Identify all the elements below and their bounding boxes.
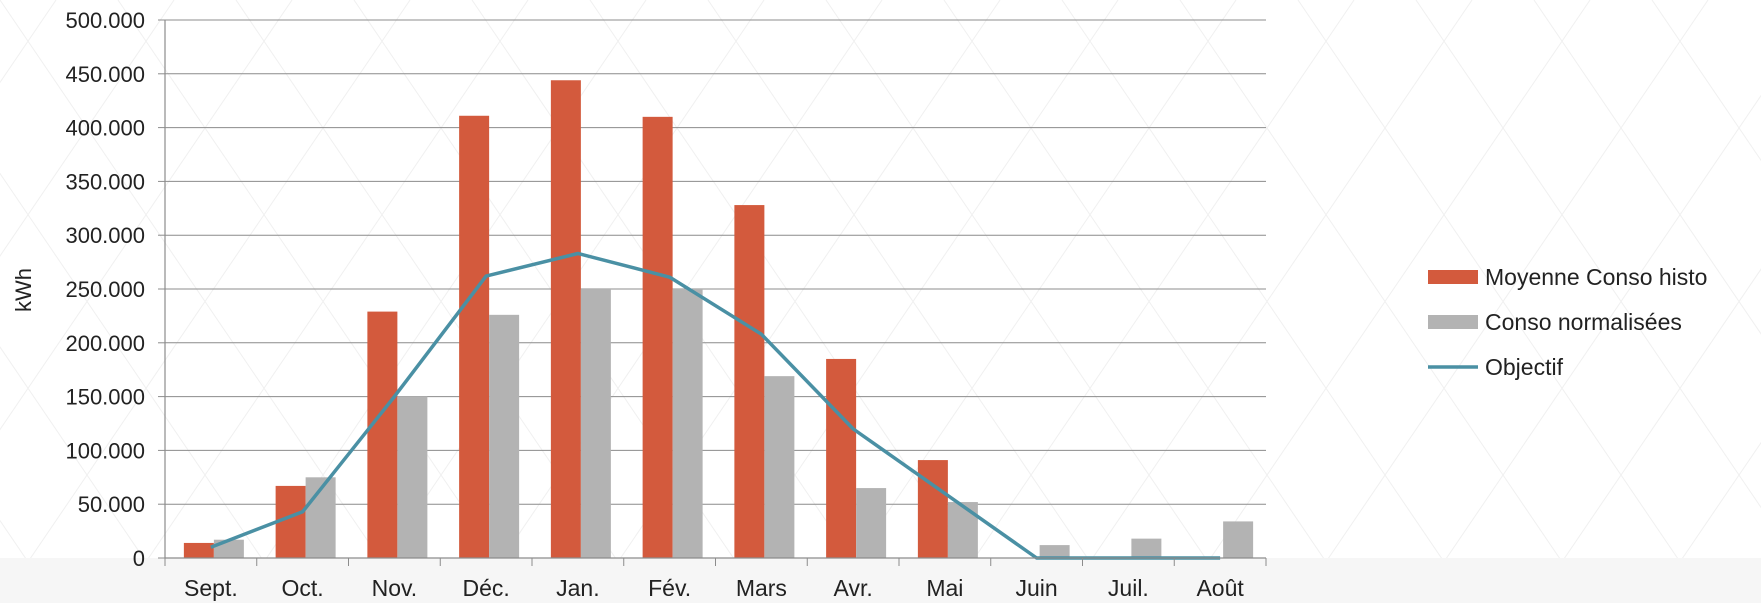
y-axis-label: kWh <box>11 268 36 312</box>
background-diagonal <box>0 346 175 604</box>
legend-swatch <box>1428 270 1478 284</box>
background-diagonal <box>117 0 529 604</box>
y-tick-label: 150.000 <box>65 385 145 410</box>
x-tick-label: Août <box>1196 575 1244 601</box>
x-tick-label: Nov. <box>372 575 418 601</box>
bar-moyenne-conso-histo <box>642 116 673 558</box>
legend-label: Conso normalisées <box>1485 309 1682 335</box>
bars <box>183 80 1254 559</box>
background-diagonal <box>1533 0 1761 335</box>
bar-moyenne-conso-histo <box>734 205 765 558</box>
bar-moyenne-conso-histo <box>367 311 398 558</box>
background-diagonal <box>1179 0 1591 604</box>
y-tick-label: 250.000 <box>65 277 145 302</box>
background-diagonal <box>1651 441 1761 604</box>
line-objectif <box>210 251 1221 560</box>
gridlines <box>165 19 1266 505</box>
y-tick-label: 0 <box>133 546 145 571</box>
x-tick-label: Avr. <box>834 575 873 601</box>
objective-line <box>210 251 1221 560</box>
y-tick-label: 50.000 <box>78 492 145 517</box>
bar-conso-normalisees <box>764 376 795 558</box>
y-tick-label: 400.000 <box>65 116 145 141</box>
bar-moyenne-conso-histo <box>459 115 490 558</box>
y-tick-label: 500.000 <box>65 8 145 33</box>
background-diagonal <box>0 0 175 257</box>
y-tick-label: 300.000 <box>65 223 145 248</box>
bar-conso-normalisees <box>1039 545 1070 558</box>
bar-conso-normalisees <box>397 396 428 558</box>
bar-conso-normalisees <box>672 289 703 558</box>
legend-label: Moyenne Conso histo <box>1485 264 1707 290</box>
legend-swatch <box>1428 315 1478 329</box>
background-diagonal <box>0 172 293 604</box>
x-tick-label: Juil. <box>1108 575 1149 601</box>
bar-conso-normalisees <box>1131 538 1162 558</box>
background-diagonal <box>1415 0 1761 509</box>
bar-conso-normalisees <box>489 314 520 558</box>
background-diagonal <box>943 0 1355 604</box>
background-diagonal <box>1297 0 1709 604</box>
background-diagonal <box>1651 0 1761 162</box>
bar-conso-normalisees <box>856 488 887 558</box>
background-diagonal <box>825 0 1237 604</box>
y-tick-label: 450.000 <box>65 62 145 87</box>
x-tick-label: Déc. <box>462 575 509 601</box>
bar-conso-normalisees <box>1223 521 1254 558</box>
background-diagonal <box>1533 268 1761 604</box>
x-tick-label: Oct. <box>282 575 324 601</box>
bar-moyenne-conso-histo <box>550 80 581 559</box>
x-tick-label: Mars <box>736 575 787 601</box>
background-diagonal <box>1061 0 1473 604</box>
x-tick-label: Mai <box>926 575 963 601</box>
y-tick-label: 350.000 <box>65 169 145 194</box>
x-tick-label: Fév. <box>648 575 691 601</box>
background-band <box>0 558 1761 603</box>
legend-label: Objectif <box>1485 354 1564 380</box>
bar-moyenne-conso-histo <box>183 542 214 558</box>
legend: Moyenne Conso histo Conso normalisées Obje… <box>1428 264 1707 380</box>
x-tick-label: Jan. <box>556 575 599 601</box>
y-tick-label: 200.000 <box>65 331 145 356</box>
y-tick-label: 100.000 <box>65 438 145 463</box>
bar-conso-normalisees <box>213 539 244 558</box>
bar-conso-normalisees <box>580 289 611 558</box>
bar-moyenne-conso-histo <box>826 358 857 558</box>
axes: 0 50.000 100.000 150.000 200.000 250.000 300.0… <box>65 8 1267 601</box>
background-diagonal <box>0 0 293 431</box>
x-tick-label: Juin <box>1016 575 1058 601</box>
bar-conso-normalisees <box>947 502 978 558</box>
x-tick-label: Sept. <box>184 575 238 601</box>
background-diagonal <box>1415 94 1761 604</box>
bar-moyenne-conso-histo <box>917 460 948 558</box>
background-diagonal <box>0 0 411 604</box>
